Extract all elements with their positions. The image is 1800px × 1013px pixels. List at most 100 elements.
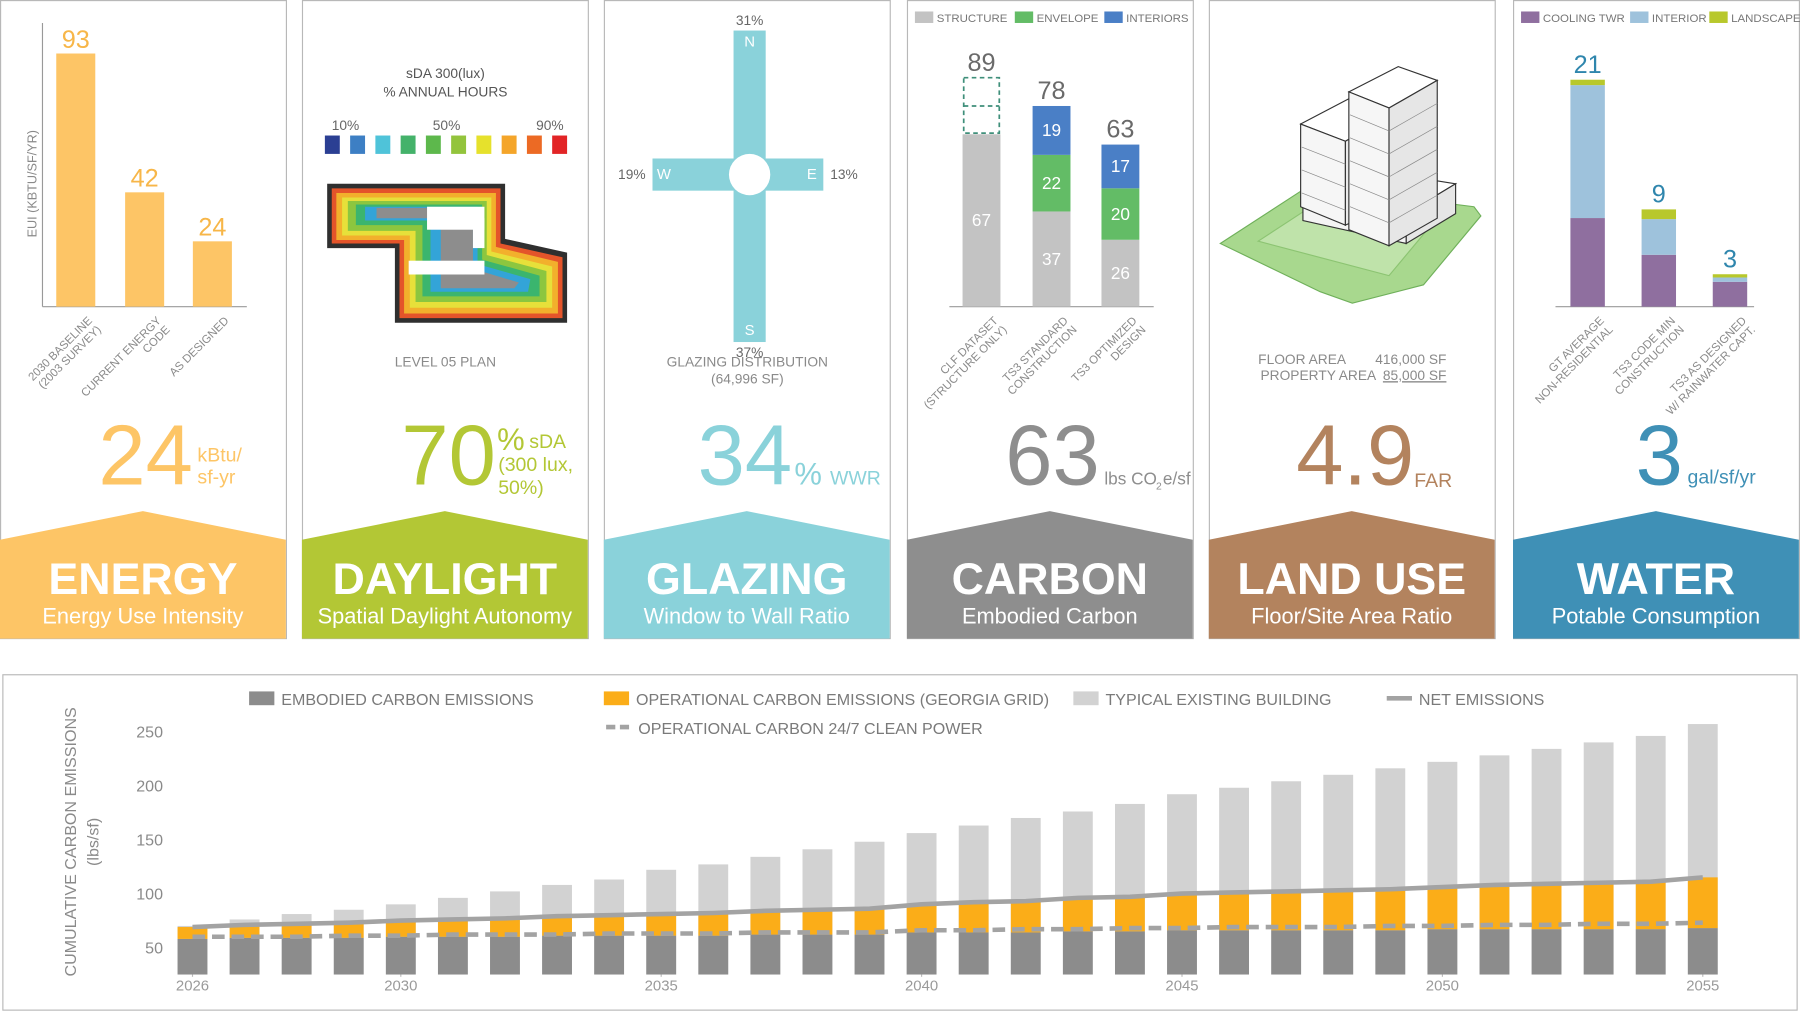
bar-segment xyxy=(1375,889,1406,931)
legend-swatch xyxy=(526,135,542,154)
bar-segment xyxy=(385,936,416,975)
legend-swatch xyxy=(552,135,568,154)
land-use-building xyxy=(1219,65,1482,304)
y-tick-label: 200 xyxy=(136,777,163,795)
legend-swatch xyxy=(425,135,441,154)
legend-swatch xyxy=(914,11,934,23)
legend-swatch xyxy=(1104,11,1123,23)
direction-letter: W xyxy=(657,166,672,183)
legend-label: LANDSCAPE xyxy=(1731,13,1800,25)
bar-segment xyxy=(1010,932,1041,975)
bar xyxy=(125,192,165,307)
bar-segment xyxy=(1427,929,1458,975)
bar-segment xyxy=(1101,188,1140,240)
x-tick-label: 2035 xyxy=(645,978,678,995)
bar-segment xyxy=(437,936,468,975)
x-tick-label: 2026 xyxy=(176,978,209,995)
bar xyxy=(56,53,96,307)
glazing-arm xyxy=(733,30,766,175)
line-series xyxy=(192,920,1703,940)
legend-swatch xyxy=(1630,11,1649,23)
bar-segment xyxy=(1101,239,1140,307)
bar-segment xyxy=(962,134,1001,307)
bar-segment xyxy=(1271,891,1302,931)
bar-segment xyxy=(281,923,312,938)
panel-subtitle: Potable Consumption xyxy=(1552,604,1760,629)
plan-caption: LEVEL 05 PLAN xyxy=(395,354,496,369)
segment-label: 20 xyxy=(1111,204,1130,224)
metric-value: 24 xyxy=(98,409,192,504)
bar-segment xyxy=(490,918,520,937)
area-value: 416,000 SF xyxy=(1375,352,1446,367)
y-tick-label: 50 xyxy=(145,939,163,957)
metric-value: 4.9 xyxy=(1296,409,1414,504)
bar-segment xyxy=(1687,928,1718,975)
metric-unit: gal/sf/yr xyxy=(1688,467,1757,489)
segment-label: 17 xyxy=(1111,156,1130,176)
bar-segment xyxy=(1570,85,1605,219)
bar-segment xyxy=(1062,931,1093,975)
line-series xyxy=(192,875,1703,930)
bar-segment xyxy=(490,936,520,975)
glazing-arm xyxy=(733,174,766,343)
bar-segment xyxy=(1323,890,1354,931)
legend-label: EMBODIED CARBON EMISSIONS xyxy=(281,691,534,709)
x-tick-label: 2055 xyxy=(1686,978,1719,995)
area-label: FLOOR AREA xyxy=(1258,352,1347,367)
metric-unit: % xyxy=(794,457,822,492)
area-label: PROPERTY AREA xyxy=(1260,368,1377,383)
y-tick-label: 100 xyxy=(136,885,163,903)
bar-segment xyxy=(1167,893,1197,931)
metric-unit: WWR xyxy=(830,468,881,490)
panel-header xyxy=(0,511,286,639)
bar-segment xyxy=(1531,883,1562,930)
metric-unit: sf-yr xyxy=(197,467,235,489)
panel-subtitle: Window to Wall Ratio xyxy=(644,604,850,629)
direction-percent: 19% xyxy=(618,167,646,182)
panel-title: ENERGY xyxy=(48,554,237,604)
segment-label: 19 xyxy=(1042,120,1061,140)
x-tick-label: 2045 xyxy=(1165,978,1198,995)
legend-title: % ANNUAL HOURS xyxy=(383,84,507,99)
total-label: 78 xyxy=(1037,77,1065,105)
metric-value: 3 xyxy=(1636,409,1683,504)
bar-segment xyxy=(1583,882,1614,930)
bar-segment xyxy=(594,935,625,975)
legend-label: STRUCTURE xyxy=(937,13,1008,25)
legend-swatch xyxy=(1073,691,1099,706)
direction-letter: N xyxy=(744,34,755,51)
bar-segment xyxy=(1167,930,1197,975)
glazing-caption: (64,996 SF) xyxy=(711,372,784,387)
x-tick-label: 2040 xyxy=(905,978,938,995)
direction-letter: E xyxy=(807,166,817,183)
bar-segment xyxy=(1712,274,1748,278)
legend-label: 10% xyxy=(332,118,360,133)
panel-header xyxy=(603,511,890,639)
bar-segment xyxy=(1032,211,1071,307)
bar-segment xyxy=(542,935,572,975)
total-label: 9 xyxy=(1652,181,1666,209)
bar-segment xyxy=(646,914,677,936)
panel-header xyxy=(1208,511,1495,639)
total-label: 89 xyxy=(967,49,995,77)
metric-value: 70 xyxy=(401,409,495,504)
legend-swatch xyxy=(350,135,366,154)
value-label: 42 xyxy=(131,165,159,193)
bar-segment xyxy=(1570,218,1605,307)
x-tick-label: 2030 xyxy=(384,978,417,995)
metric-unit: % xyxy=(497,422,525,457)
legend-swatch xyxy=(400,135,416,154)
area-value: 85,000 SF xyxy=(1383,368,1447,383)
direction-letter: S xyxy=(745,322,755,339)
metric-unit: (300 lux, xyxy=(498,454,573,476)
panel-header xyxy=(1513,511,1799,639)
segment-label: 67 xyxy=(972,210,991,230)
bar-segment xyxy=(698,912,729,936)
value-label: 24 xyxy=(198,214,226,242)
bar-segment xyxy=(281,937,312,975)
legend-label: OPERATIONAL CARBON 24/7 CLEAN POWER xyxy=(638,720,982,738)
y-axis-label: CUMULATIVE CARBON EMISSIONS xyxy=(62,707,80,976)
panel-subtitle: Energy Use Intensity xyxy=(42,604,243,629)
